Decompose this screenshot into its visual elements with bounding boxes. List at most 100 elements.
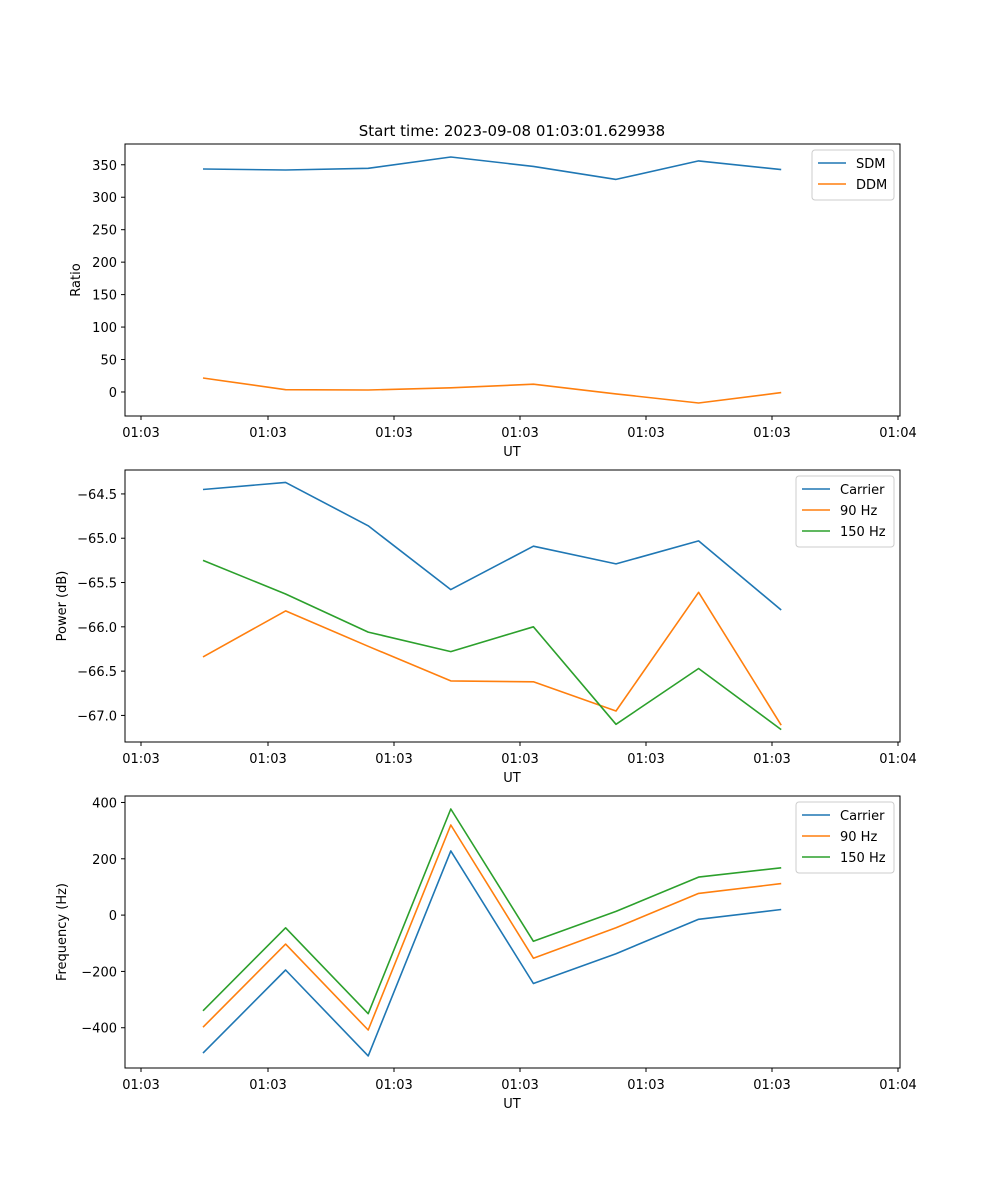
x-tick-label: 01:03 — [122, 426, 159, 441]
data-point — [532, 957, 535, 960]
data-point — [615, 910, 618, 913]
x-tick-label: 01:04 — [879, 1078, 916, 1093]
data-point — [449, 824, 452, 827]
legend: Carrier 90 Hz 150 Hz — [795, 801, 895, 874]
x-tick-label: 01:03 — [249, 1078, 286, 1093]
data-point — [697, 918, 700, 921]
x-tick-label: 01:03 — [249, 752, 286, 767]
data-point — [202, 377, 205, 380]
x-tick-label: 01:03 — [122, 752, 159, 767]
charts-container: 01:03 01:03 01:03 01:03 01:03 01:03 01:04 UT 0 50… — [55, 143, 917, 1112]
data-point — [367, 1054, 370, 1057]
series-line-ddm — [202, 377, 782, 404]
data-point — [284, 926, 287, 929]
legend-label: SDM — [856, 157, 885, 172]
data-point — [284, 969, 287, 972]
y-tick-label: 250 — [92, 224, 117, 239]
data-point — [697, 539, 700, 542]
data-point — [697, 402, 700, 405]
data-point — [780, 728, 783, 731]
data-point — [284, 943, 287, 946]
data-point — [532, 545, 535, 548]
data-point — [449, 650, 452, 653]
chart-panel-1: 01:03 01:03 01:03 01:03 01:03 01:03 01:04 UT 0 50… — [69, 143, 917, 460]
x-tick-label: 01:03 — [501, 752, 538, 767]
data-point — [449, 679, 452, 682]
data-point — [449, 588, 452, 591]
legend-label: 90 Hz — [840, 830, 877, 845]
data-point — [780, 608, 783, 611]
data-point — [202, 488, 205, 491]
data-point — [367, 631, 370, 634]
series-line-carrier — [202, 481, 782, 611]
data-point — [449, 807, 452, 810]
plot-frame — [124, 795, 901, 1069]
y-tick-label: 0 — [109, 909, 117, 924]
x-tick-label: 01:03 — [753, 1078, 790, 1093]
legend: SDM DDM — [811, 149, 895, 201]
y-tick-label: −64.5 — [77, 488, 117, 503]
y-tick-label: 200 — [92, 853, 117, 868]
y-axis-label: Power (dB) — [55, 571, 70, 642]
x-axis-label: UT — [503, 1097, 521, 1112]
data-point — [697, 159, 700, 162]
data-point — [367, 1028, 370, 1031]
data-point — [367, 389, 370, 392]
y-axis-label: Frequency (Hz) — [55, 883, 70, 981]
series-line-90-hz — [202, 824, 782, 1031]
x-tick-label: 01:03 — [627, 426, 664, 441]
data-point — [284, 481, 287, 484]
y-tick-label: −67.0 — [77, 709, 117, 724]
data-point — [615, 392, 618, 395]
x-tick-label: 01:03 — [122, 1078, 159, 1093]
data-point — [449, 155, 452, 158]
legend: Carrier 90 Hz 150 Hz — [795, 475, 895, 548]
y-tick-label: −65.0 — [77, 532, 117, 547]
y-tick-label: 100 — [92, 321, 117, 336]
data-point — [202, 167, 205, 170]
chart-panel-3: 01:03 01:03 01:03 01:03 01:03 01:03 01:04 UT 400… — [55, 795, 917, 1112]
y-tick-label: −200 — [81, 965, 117, 980]
series-line-carrier — [202, 850, 782, 1057]
series-line-150-hz — [202, 808, 782, 1015]
y-tick-label: 200 — [92, 256, 117, 271]
x-tick-label: 01:03 — [627, 1078, 664, 1093]
legend-label: Carrier — [840, 809, 885, 824]
data-point — [780, 168, 783, 171]
data-point — [615, 178, 618, 181]
data-point — [202, 655, 205, 658]
data-point — [202, 559, 205, 562]
data-point — [697, 591, 700, 594]
chart-panel-2: 01:03 01:03 01:03 01:03 01:03 01:03 01:04 UT −64… — [55, 469, 917, 786]
data-point — [615, 952, 618, 955]
data-point — [780, 882, 783, 885]
y-tick-label: −65.5 — [77, 577, 117, 592]
data-point — [532, 680, 535, 683]
y-tick-label: −66.0 — [77, 621, 117, 636]
data-point — [284, 388, 287, 391]
legend-box — [795, 801, 895, 874]
y-axis-label: Ratio — [69, 263, 84, 296]
data-point — [284, 168, 287, 171]
x-tick-label: 01:03 — [249, 426, 286, 441]
y-tick-label: 350 — [92, 159, 117, 174]
x-tick-label: 01:03 — [753, 426, 790, 441]
y-tick-label: 300 — [92, 191, 117, 206]
data-point — [780, 908, 783, 911]
data-point — [615, 709, 618, 712]
x-axis-label: UT — [503, 771, 521, 786]
data-point — [615, 926, 618, 929]
y-tick-label: −66.5 — [77, 665, 117, 680]
data-point — [284, 609, 287, 612]
data-point — [367, 167, 370, 170]
data-point — [532, 982, 535, 985]
legend-label: Carrier — [840, 483, 885, 498]
data-point — [697, 892, 700, 895]
data-point — [780, 724, 783, 727]
data-point — [449, 386, 452, 389]
data-point — [780, 391, 783, 394]
x-tick-label: 01:03 — [753, 752, 790, 767]
x-tick-label: 01:03 — [375, 752, 412, 767]
x-tick-label: 01:04 — [879, 752, 916, 767]
